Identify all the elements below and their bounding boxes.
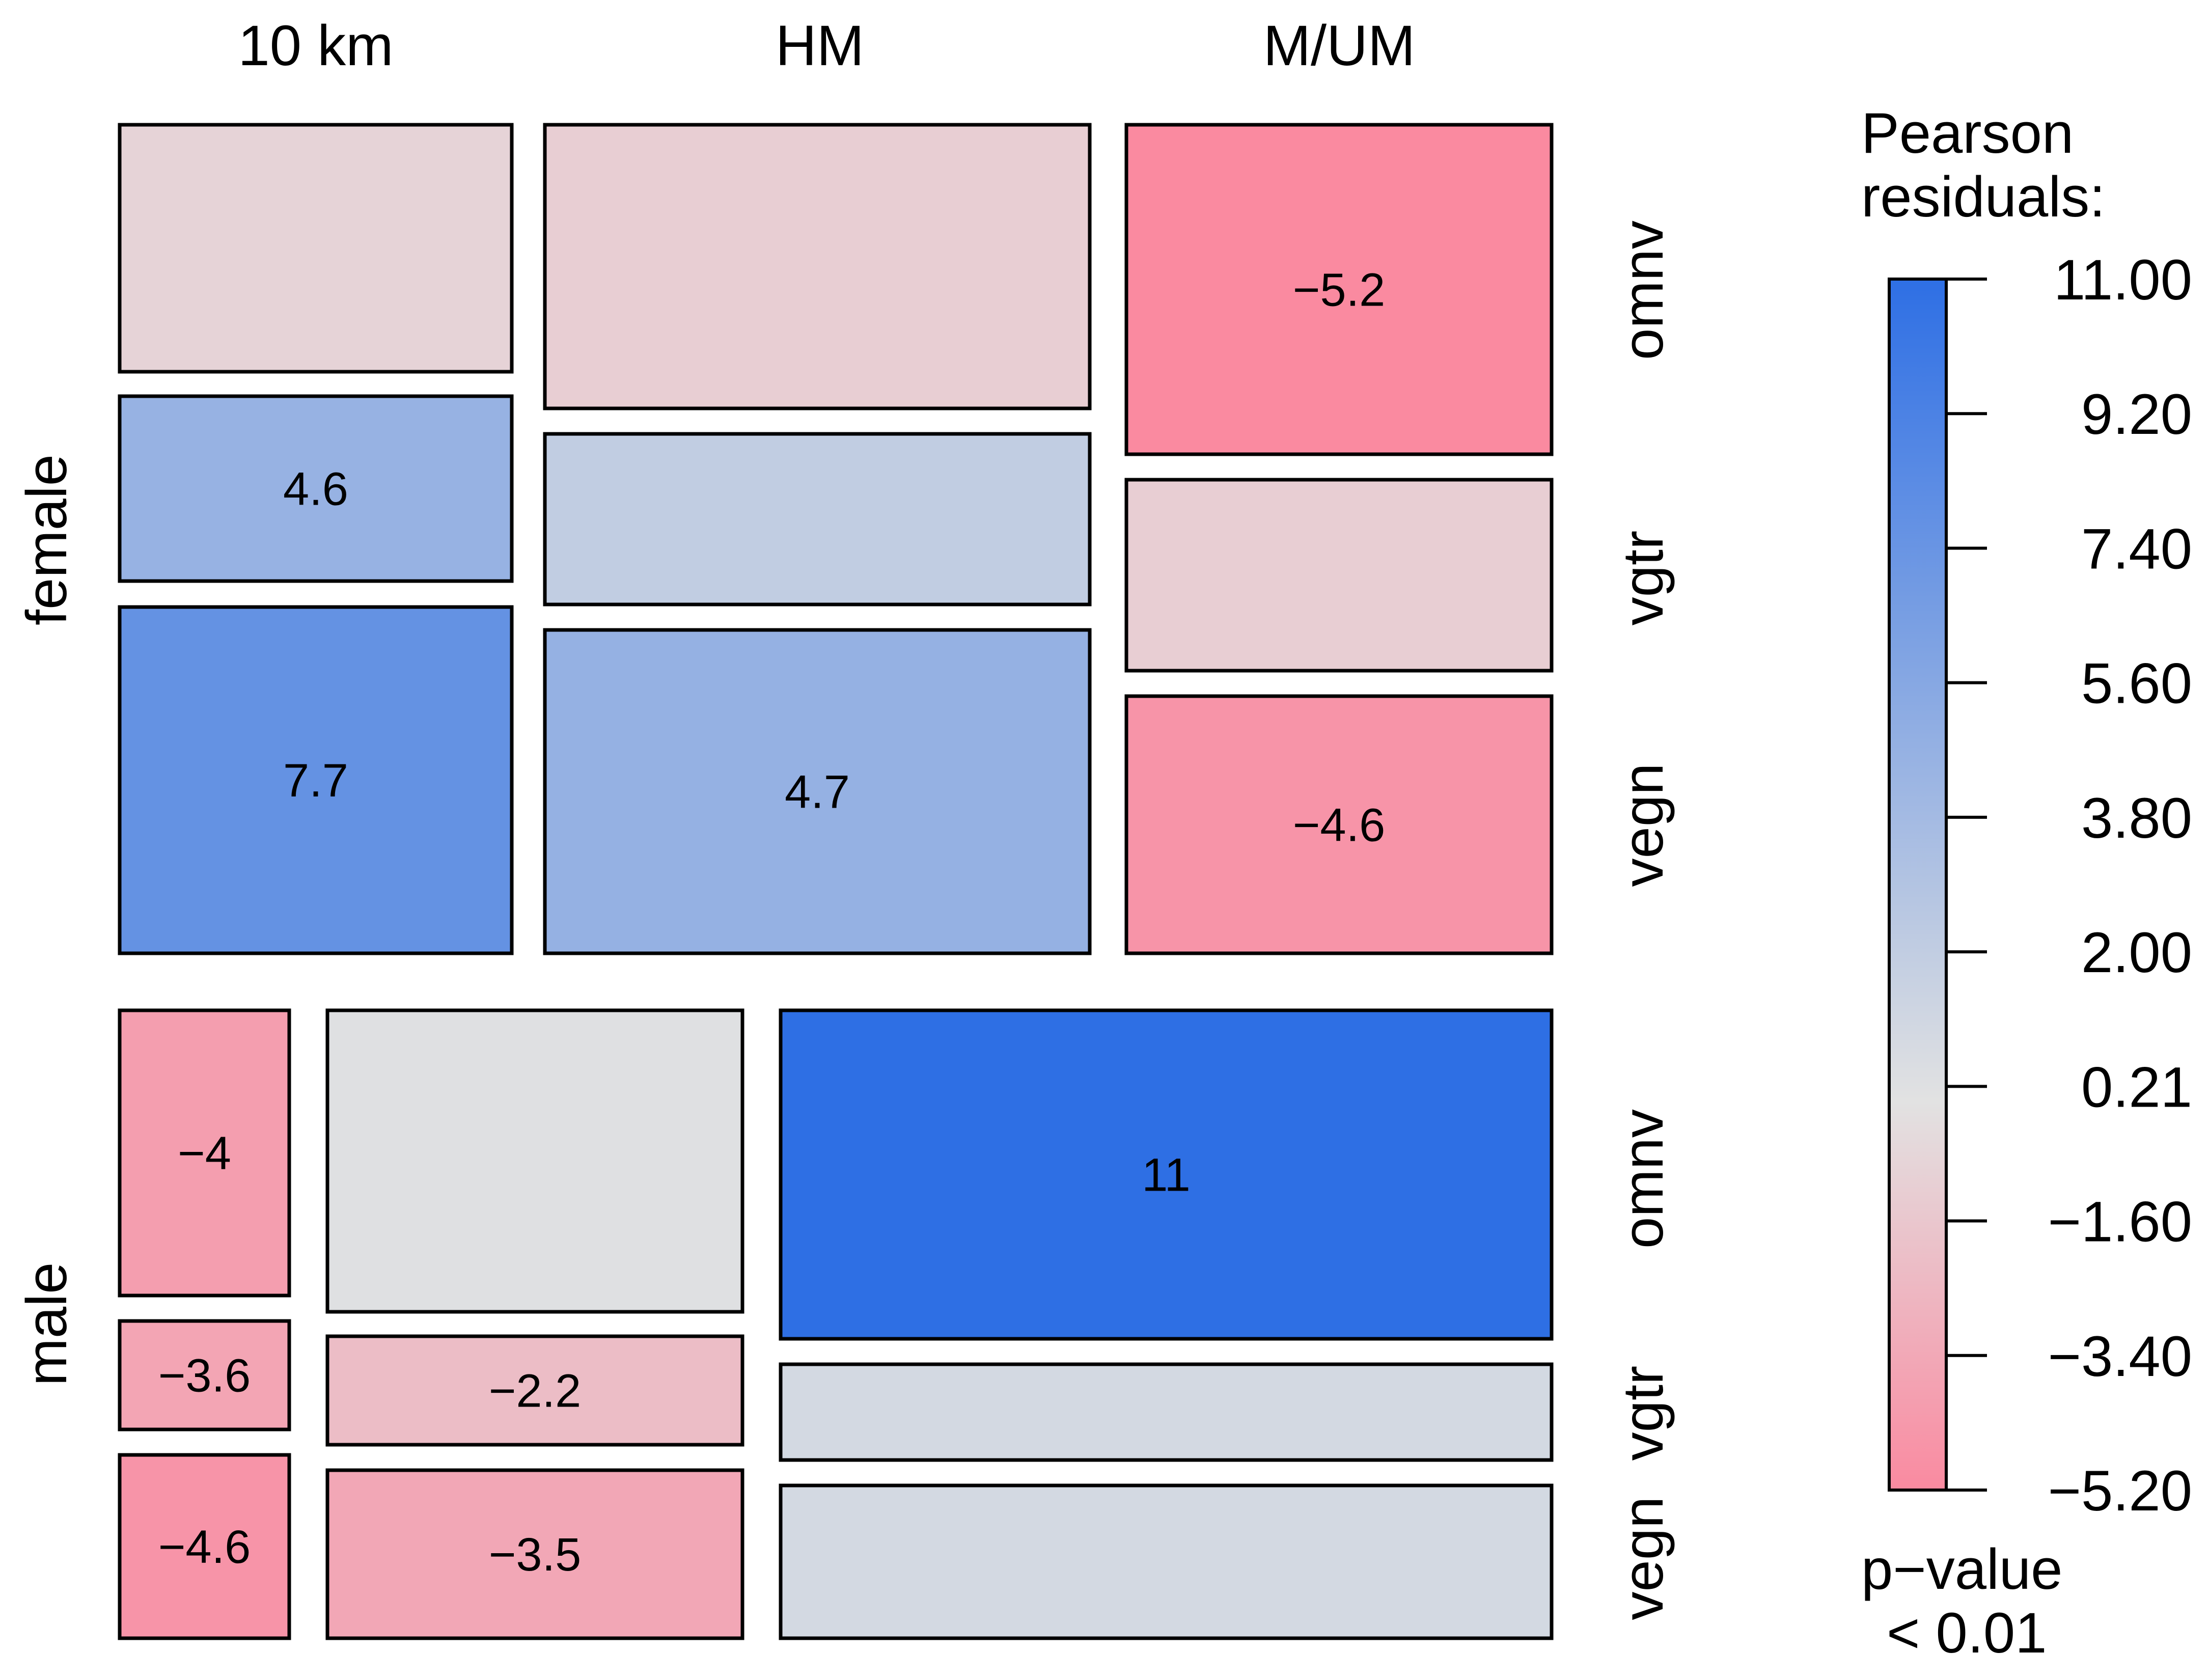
cell-label-female-m-um-omnv: −5.2 bbox=[1293, 264, 1386, 316]
column-label-mum: M/UM bbox=[1263, 14, 1416, 77]
cells-layer bbox=[118, 123, 1554, 1640]
category-label-female-omnv: omnv bbox=[1611, 221, 1675, 360]
cell-label-male-hm-vgtr: −2.2 bbox=[489, 1365, 582, 1417]
cell-female-10-km-vgtr bbox=[118, 394, 514, 583]
legend-tick-label: −1.60 bbox=[2048, 1190, 2192, 1254]
legend-title-line1: Pearson bbox=[1861, 101, 2074, 165]
legend-ticks-layer: 11.00 9.20 7.40 5.60 3.80 2.00 0.21 −1.60 −3.40 −… bbox=[1946, 248, 2192, 1523]
cell-label-male-m-um-omnv: 11 bbox=[1142, 1149, 1191, 1201]
column-label-hm: HM bbox=[776, 14, 864, 77]
cell-male-m-um-vegn bbox=[779, 1483, 1554, 1640]
cell-male-10-km-vgtr bbox=[118, 1319, 291, 1431]
row-label-male: male bbox=[15, 1262, 78, 1386]
legend-tick-label: 3.80 bbox=[2081, 786, 2192, 850]
cell-female-m-um-omnv bbox=[1124, 123, 1554, 456]
cell-female-hm-omnv bbox=[543, 123, 1092, 410]
legend-pvalue-line1: p−value bbox=[1861, 1537, 2062, 1601]
row-label-female: female bbox=[15, 454, 78, 625]
category-label-male-vgtr: vgtr bbox=[1611, 1366, 1675, 1461]
legend-tick-label: 0.21 bbox=[2081, 1055, 2192, 1119]
cell-male-10-km-omnv bbox=[118, 1008, 291, 1298]
legend-tick-label: 5.60 bbox=[2081, 652, 2192, 715]
cell-female-10-km-vegn bbox=[118, 605, 514, 955]
cell-female-hm-vegn bbox=[543, 628, 1092, 955]
category-label-male-vegn: vegn bbox=[1611, 1497, 1675, 1620]
cell-male-hm-vgtr bbox=[325, 1334, 744, 1447]
cell-male-m-um-omnv bbox=[779, 1008, 1554, 1341]
cell-male-10-km-vegn bbox=[118, 1453, 291, 1640]
legend-colorbar bbox=[1888, 278, 1948, 1492]
legend-tick-label: −3.40 bbox=[2048, 1325, 2192, 1388]
cell-label-female-m-um-vegn: −4.6 bbox=[1293, 800, 1386, 851]
cell-label-male-10-km-vgtr: −3.6 bbox=[158, 1350, 251, 1402]
cell-label-male-hm-vegn: −3.5 bbox=[489, 1529, 582, 1581]
cell-female-m-um-vegn bbox=[1124, 694, 1554, 955]
cell-female-10-km-omnv bbox=[118, 123, 514, 374]
legend-title-line2: residuals: bbox=[1861, 165, 2105, 229]
cell-label-female-hm-vegn: 4.7 bbox=[785, 766, 850, 818]
cell-male-hm-vegn bbox=[325, 1468, 744, 1640]
cell-female-m-um-vgtr bbox=[1124, 478, 1554, 673]
cell-label-male-10-km-omnv: −4 bbox=[178, 1127, 231, 1179]
cell-male-hm-omnv bbox=[325, 1008, 744, 1314]
cell-label-female-10-km-vegn: 7.7 bbox=[283, 755, 348, 807]
cell-labels-layer: 4.6 7.7 4.7 −5.2 −4.6 −4 −3.6 −4.6 −2.2 −3.5 11 bbox=[158, 264, 1386, 1581]
legend-tick-label: 9.20 bbox=[2081, 382, 2192, 446]
legend-tick-label: −5.20 bbox=[2048, 1459, 2192, 1523]
category-label-female-vgtr: vgtr bbox=[1611, 531, 1675, 626]
legend-tick-label: 7.40 bbox=[2081, 517, 2192, 581]
cell-female-hm-vgtr bbox=[543, 432, 1092, 607]
legend-pvalue-line2: < 0.01 bbox=[1887, 1601, 2047, 1665]
category-label-male-omnv: omnv bbox=[1611, 1109, 1675, 1249]
cell-male-m-um-vgtr bbox=[779, 1362, 1554, 1462]
cell-label-female-10-km-vgtr: 4.6 bbox=[283, 463, 348, 515]
legend-tick-label: 2.00 bbox=[2081, 921, 2192, 984]
category-label-female-vegn: vegn bbox=[1611, 763, 1675, 887]
cell-label-male-10-km-vegn: −4.6 bbox=[158, 1521, 251, 1573]
column-label-10km: 10 km bbox=[238, 14, 394, 77]
legend-tick-label: 11.00 bbox=[2054, 248, 2192, 312]
